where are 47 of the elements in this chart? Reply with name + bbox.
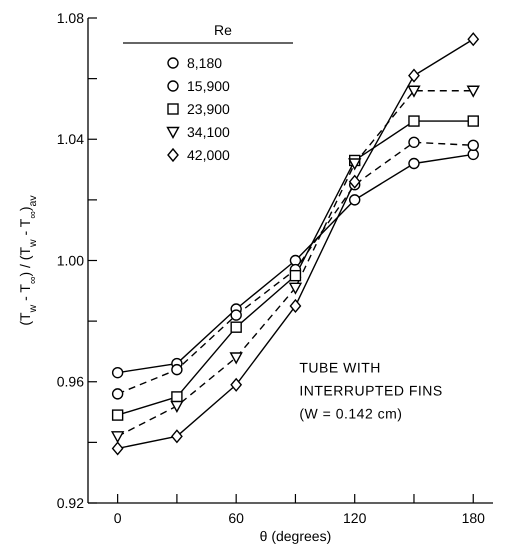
- y-tick-label: 0.92: [56, 494, 84, 511]
- point: [112, 388, 124, 400]
- point: [230, 378, 242, 392]
- y-tick-label: 1.04: [56, 131, 84, 148]
- point: [349, 194, 360, 206]
- point: [408, 68, 420, 82]
- point: [171, 364, 183, 376]
- point: [230, 321, 242, 333]
- point: [112, 442, 124, 456]
- legend-label: 23,900: [187, 100, 230, 117]
- point: [171, 391, 183, 403]
- x-tick-label: 180: [462, 510, 486, 526]
- x-tick-label: 0: [114, 510, 122, 526]
- y-tick-label: 1.00: [56, 252, 84, 268]
- legend-label: 34,100: [187, 124, 230, 140]
- point: [230, 309, 242, 321]
- point: [467, 86, 480, 97]
- point: [408, 136, 420, 148]
- point: [112, 409, 124, 421]
- legend-label: 8,180: [187, 54, 222, 71]
- legend-label: 15,900: [187, 78, 230, 94]
- point: [289, 282, 302, 294]
- point: [408, 158, 420, 170]
- point: [468, 148, 479, 160]
- point: [468, 140, 479, 152]
- point: [349, 174, 360, 188]
- point: [290, 299, 302, 313]
- y-tick-label: 1.08: [56, 10, 84, 26]
- legend-title: Re: [214, 22, 232, 38]
- point: [290, 254, 302, 266]
- point: [171, 430, 183, 444]
- point: [290, 270, 302, 282]
- y-tick-label: 0.96: [56, 374, 84, 390]
- point: [408, 86, 420, 97]
- point: [170, 400, 184, 412]
- x-tick-label: 120: [343, 510, 367, 526]
- point: [230, 352, 242, 364]
- x-axis-title: θ (degrees): [260, 528, 332, 544]
- x-tick-label: 60: [228, 510, 244, 526]
- point: [112, 366, 124, 378]
- point: [111, 431, 124, 443]
- point: [348, 158, 361, 170]
- point: [468, 32, 479, 46]
- annotation: TUBE WITH INTERRUPTED FINS (W = 0.142 cm): [299, 360, 443, 422]
- point: [408, 115, 420, 127]
- legend-label: 42,000: [187, 146, 230, 163]
- point: [468, 115, 479, 127]
